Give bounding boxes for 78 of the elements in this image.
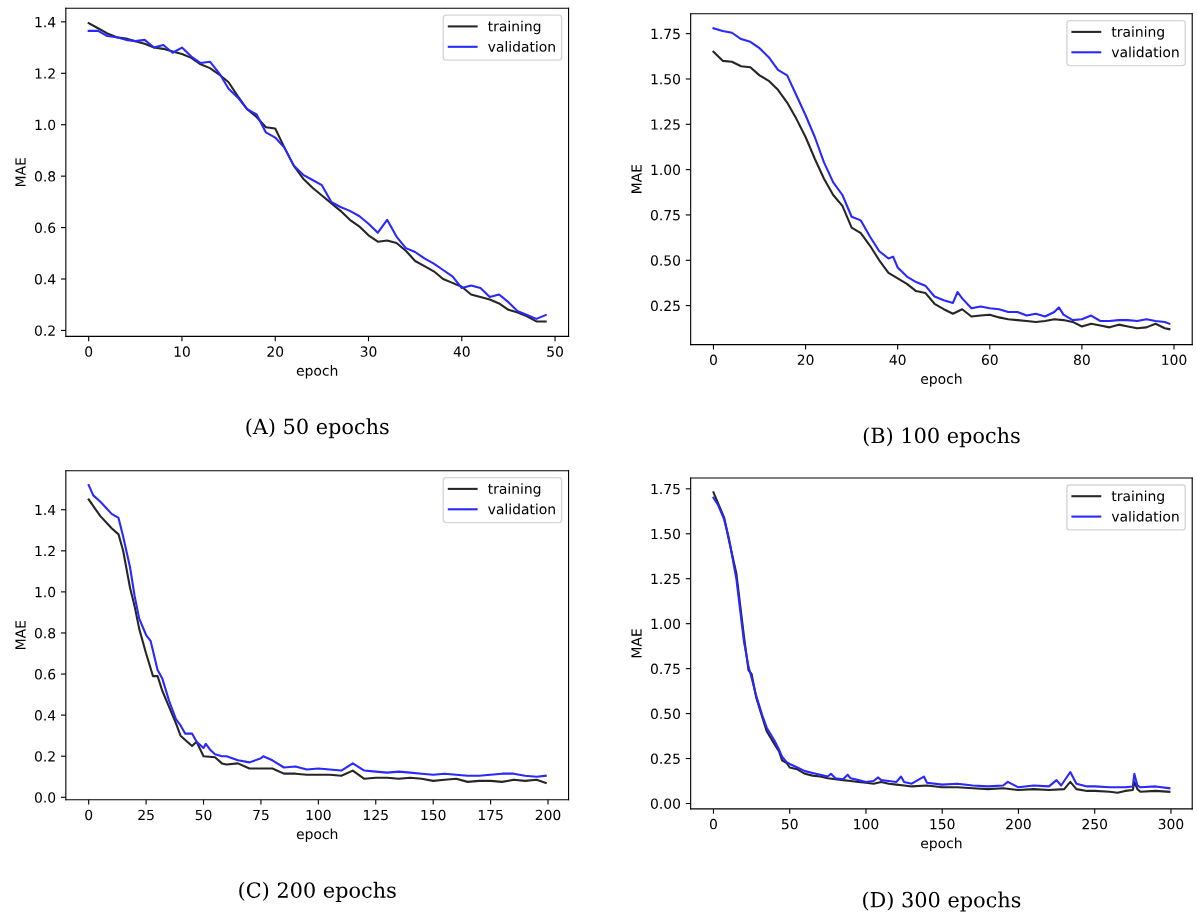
y-tick-label: 0.25 (650, 300, 680, 312)
x-tick-label: 200 (1006, 818, 1031, 830)
y-tick-label: 0.6 (34, 222, 56, 234)
x-tick-label: 30 (360, 346, 377, 357)
x-axis-title: epoch (921, 373, 962, 387)
x-tick-label: 100 (854, 818, 879, 830)
x-tick-label: 50 (781, 818, 798, 830)
y-axis-title: MAE (631, 164, 642, 193)
y-tick-label: 1.50 (651, 73, 681, 85)
x-tick-label: 300 (1158, 818, 1184, 830)
y-tick-label: 0.00 (650, 798, 681, 809)
legend-label: validation (1111, 510, 1179, 522)
x-tick-label: 40 (889, 354, 906, 366)
x-tick-label: 50 (195, 809, 212, 821)
x-tick-label: 175 (478, 809, 503, 821)
text: (B) 100 epochs (863, 427, 1020, 448)
x-tick-label: 100 (1162, 354, 1187, 366)
y-tick-label: 1.4 (35, 504, 56, 516)
legend-label: training (488, 20, 541, 35)
x-tick-label: 20 (267, 346, 284, 357)
y-tick-label: 1.00 (651, 618, 681, 630)
x-tick-label: 60 (981, 354, 998, 366)
legend-label: training (1111, 26, 1164, 40)
x-tick-label: 0 (709, 818, 717, 830)
y-tick-label: 1.0 (35, 586, 56, 598)
x-tick-label: 150 (421, 809, 446, 821)
y-tick-label: 1.2 (35, 68, 55, 79)
legend-label: validation (1111, 46, 1179, 58)
legend-label: validation (488, 503, 555, 515)
x-tick-label: 0 (85, 346, 93, 357)
y-tick-label: 0.4 (34, 710, 56, 721)
y-tick-label: 1.4 (35, 17, 56, 28)
y-tick-label: 1.0 (35, 119, 56, 131)
y-tick-label: 1.2 (35, 545, 55, 557)
x-tick-label: 125 (364, 809, 388, 821)
x-tick-label: 40 (453, 346, 470, 357)
y-axis-title: MAE (631, 629, 642, 658)
x-tick-label: 250 (1082, 818, 1108, 830)
y-tick-label: 0.75 (650, 209, 680, 221)
x-axis-title: epoch (921, 837, 962, 852)
y-tick-label: 0.6 (34, 669, 56, 680)
x-tick-label: 0 (709, 354, 717, 366)
x-tick-label: 20 (797, 354, 814, 366)
y-tick-label: 1.25 (651, 119, 680, 130)
y-tick-label: 0.75 (650, 663, 680, 675)
y-tick-label: 1.00 (651, 164, 681, 176)
y-tick-label: 1.75 (651, 483, 680, 495)
legend-label: validation (488, 41, 555, 52)
y-tick-label: 0.25 (650, 753, 680, 765)
y-tick-label: 0.2 (34, 751, 55, 762)
y-tick-label: 0.2 (34, 325, 55, 336)
text: (C) 200 epochs (239, 881, 396, 902)
x-tick-label: 200 (535, 809, 561, 821)
y-axis-title: MAE (15, 620, 26, 649)
text: (A) 50 epochs (246, 418, 389, 439)
text: (D) 300 epochs (863, 891, 1021, 912)
x-tick-label: 25 (138, 809, 154, 821)
x-tick-label: 0 (85, 809, 93, 821)
x-tick-label: 100 (306, 809, 331, 821)
y-tick-label: 0.50 (650, 255, 681, 266)
x-axis-title: epoch (296, 828, 338, 842)
y-tick-label: 0.8 (34, 171, 56, 182)
y-tick-label: 0.4 (34, 273, 56, 285)
y-tick-label: 1.75 (651, 28, 680, 40)
y-axis-title: MAE (15, 158, 26, 187)
x-tick-label: 50 (547, 346, 563, 357)
y-tick-label: 0.50 (650, 708, 681, 720)
legend-label: training (1111, 490, 1164, 504)
x-axis-title: epoch (296, 365, 338, 379)
legend-label: training (488, 483, 541, 497)
y-tick-label: 0.0 (34, 792, 56, 803)
x-tick-label: 10 (174, 346, 190, 357)
y-tick-label: 0.8 (34, 627, 56, 639)
x-tick-label: 75 (253, 809, 269, 821)
x-tick-label: 150 (930, 818, 955, 830)
y-tick-label: 1.50 (651, 528, 681, 540)
y-tick-label: 1.25 (651, 573, 680, 585)
x-tick-label: 80 (1074, 354, 1090, 366)
